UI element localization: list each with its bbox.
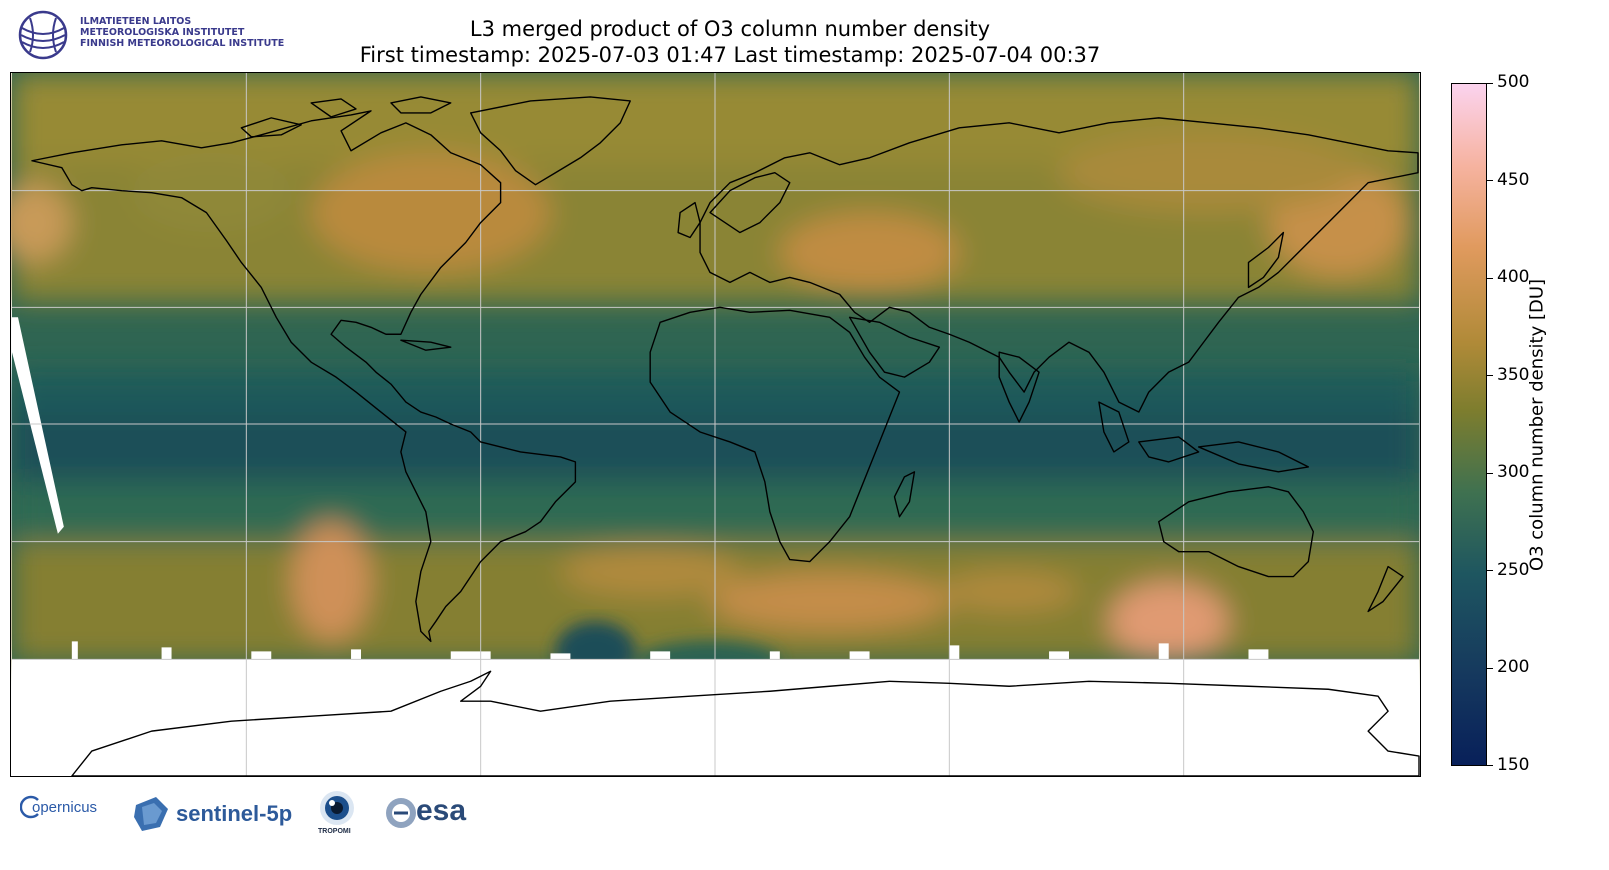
colorbar-tick-mark: [1487, 278, 1493, 279]
institute-name-fi: ILMATIETEEN LAITOS: [80, 16, 192, 27]
colorbar-tick-mark: [1487, 570, 1493, 571]
tropomi-label: TROPOMI: [318, 828, 351, 835]
fmi-logo-icon: [18, 10, 68, 60]
esa-wordmark: esa: [416, 794, 467, 827]
colorbar-label: O3 column number density [DU]: [1526, 278, 1548, 572]
ozone-map: [10, 72, 1421, 777]
map-title: L3 merged product of O3 column number de…: [469, 17, 991, 41]
sentinel-wordmark: sentinel-5p: [176, 801, 293, 826]
missing-data-swath: [12, 317, 64, 534]
institute-name-en: FINNISH METEOROLOGICAL INSTITUTE: [80, 38, 285, 49]
colorbar-tick-label: 500: [1497, 72, 1530, 92]
map-subtitle-timestamps: First timestamp: 2025-07-03 01:47 Last t…: [359, 43, 1101, 67]
copernicus-c-icon: [20, 795, 39, 819]
colorbar-tick-label: 450: [1497, 170, 1530, 190]
tropomi-eye-icon: [320, 791, 354, 825]
colorbar-tick-label: 350: [1497, 365, 1530, 385]
colorbar-tick-mark: [1487, 375, 1493, 376]
satellite-icon: [134, 797, 168, 831]
colorbar-tick-mark: [1487, 765, 1493, 766]
graticule: [12, 73, 1419, 776]
colorbar-tick-mark: [1487, 83, 1493, 84]
coastlines: [31, 96, 1420, 776]
colorbar-tick-label: 400: [1497, 267, 1530, 287]
colorbar-tick-mark: [1487, 668, 1493, 669]
colorbar-tick-label: 300: [1497, 462, 1530, 482]
institute-name-sv: METEOROLOGISKA INSTITUTET: [80, 27, 245, 38]
esa-e-icon: [386, 798, 416, 828]
colorbar-tick-label: 250: [1497, 560, 1530, 580]
copernicus-wordmark: opernicus: [32, 799, 98, 816]
colorbar-tick-mark: [1487, 473, 1493, 474]
colorbar: [1451, 83, 1487, 766]
colorbar-tick-mark: [1487, 180, 1493, 181]
institute-name: ILMATIETEEN LAITOS METEOROLOGISKA INSTIT…: [80, 16, 284, 49]
colorbar-tick-label: 150: [1497, 755, 1530, 775]
colorbar-tick-label: 200: [1497, 657, 1530, 677]
